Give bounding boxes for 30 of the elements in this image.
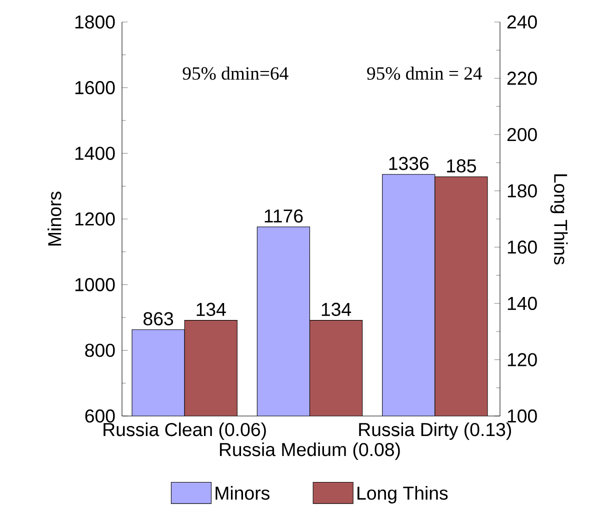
y2-tick-label: 140 — [508, 296, 537, 310]
y2-tick-label: 120 — [508, 353, 537, 366]
y-tick-label: 1000 — [75, 278, 115, 292]
y2-tick-label: 160 — [508, 240, 537, 254]
y2-tick-label: 220 — [507, 72, 537, 85]
annotation: 95% dmin = 24 — [367, 66, 482, 80]
y2-tick-label: 180 — [508, 184, 537, 198]
y-tick-label: 1400 — [75, 146, 115, 160]
data-label: 863 — [144, 312, 174, 326]
data-label: 134 — [196, 302, 226, 316]
data-label: 1176 — [264, 209, 303, 223]
y2-axis-title: Long Thins — [550, 174, 568, 264]
data-label: 134 — [322, 302, 352, 316]
x-tick-label: Russia Medium (0.08) — [220, 442, 400, 460]
y-tick-label: 1600 — [75, 81, 115, 94]
data-label: 185 — [447, 159, 476, 173]
x-tick-label: Russia Dirty (0.13) — [359, 422, 511, 440]
x-tick-label: Russia Clean (0.06) — [104, 422, 266, 440]
y2-tick-label: 100 — [508, 409, 537, 423]
y-tick-label: 800 — [85, 344, 115, 357]
annotation: 95% dmin=64 — [182, 66, 288, 80]
legend-label: Minors — [216, 486, 270, 500]
y-tick-label: 600 — [85, 409, 115, 423]
legend-label: Long Thins — [358, 486, 448, 504]
y-tick-label: 1200 — [75, 212, 115, 226]
data-label: 1336 — [389, 156, 429, 170]
y2-tick-label: 200 — [507, 128, 537, 142]
y-axis-title: Minors — [48, 192, 62, 246]
y2-tick-label: 240 — [507, 15, 537, 29]
y-tick-label: 1800 — [75, 15, 115, 29]
